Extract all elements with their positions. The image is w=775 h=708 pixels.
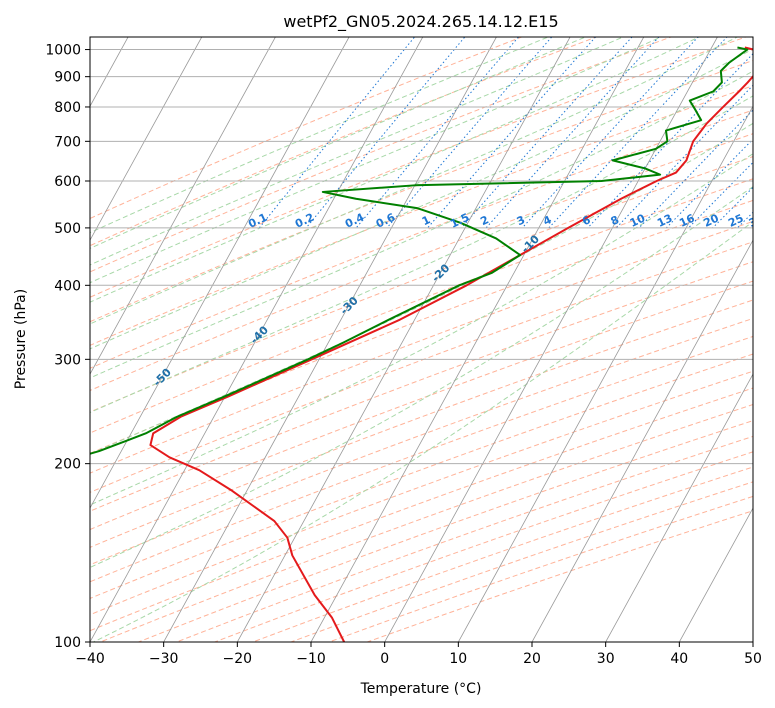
x-tick-label: 10 [449, 651, 467, 667]
isotherm-line [457, 105, 753, 642]
chart-title: wetPf2_GN05.2024.265.14.12.E15 [283, 12, 558, 32]
isotherm-line [90, 37, 350, 509]
dewpoint-profile-line [90, 46, 749, 455]
isotherm-line [678, 507, 753, 642]
dry-adiabat-line [90, 178, 753, 434]
isotherm-line [384, 37, 718, 642]
isotherm-line [163, 37, 497, 642]
plot-area [90, 37, 753, 642]
dry-adiabat-line [90, 335, 753, 583]
mixing-ratio-label: 10 [628, 211, 648, 229]
isotherm-line [90, 37, 276, 375]
x-tick-label: 20 [523, 651, 541, 667]
isotherm-line [605, 373, 753, 642]
mixing-ratio-label: 13 [655, 212, 674, 230]
axes: −40 −30 −20 −10 0 10 20 30 40 50 1000 900 800 700 600 5… [45, 43, 762, 667]
dry-adiabat-line [90, 370, 753, 616]
x-tick-label: −20 [223, 651, 253, 667]
mixing-ratio-label: 30 [747, 211, 767, 229]
y-tick-label: 1000 [45, 43, 81, 59]
x-tick-label: 40 [670, 651, 688, 667]
isotherm-line [90, 37, 203, 242]
y-tick-label: 200 [54, 457, 81, 473]
dry-adiabat-line [90, 37, 673, 273]
x-tick-label: 0 [380, 651, 389, 667]
dry-adiabat-line [90, 37, 748, 298]
y-tick-label: 600 [54, 174, 81, 190]
grid-layer [90, 37, 753, 642]
profile-layer [90, 46, 753, 642]
temperature-profile-line [149, 46, 753, 642]
y-tick-label: 100 [54, 635, 81, 651]
plot-frame [89, 36, 754, 643]
y-tick-label: 300 [54, 352, 81, 368]
dry-adiabat-line [90, 37, 523, 220]
y-tick-label: 700 [54, 134, 81, 150]
x-tick-label: −10 [296, 651, 326, 667]
y-tick-label: 800 [54, 100, 81, 116]
y-tick-label: 400 [54, 278, 81, 294]
dry-adiabat-line [90, 387, 753, 632]
x-tick-label: 50 [744, 651, 762, 667]
y-axis-label: Pressure (hPa) [13, 289, 29, 389]
x-tick-label: −30 [149, 651, 179, 667]
isotherm-line [531, 239, 753, 642]
mixing-ratio-label: 20 [702, 211, 722, 229]
isotherm-line [236, 37, 571, 642]
y-tick-label: 900 [54, 70, 81, 86]
x-tick-label: −40 [75, 651, 105, 667]
mixing-ratio-label: 25 [726, 212, 745, 230]
dry-adiabat-line [90, 37, 598, 247]
moist-adiabat-line [93, 221, 753, 642]
dry-adiabat-line [90, 59, 753, 323]
x-tick-label: 30 [597, 651, 615, 667]
y-tick-label: 500 [54, 221, 81, 237]
mixing-ratio-label: 16 [677, 211, 697, 229]
isotherm-line [310, 37, 645, 642]
dry-adiabat-line [90, 353, 753, 599]
x-axis-label: Temperature (°C) [360, 681, 482, 697]
isotherm-line [90, 37, 424, 642]
